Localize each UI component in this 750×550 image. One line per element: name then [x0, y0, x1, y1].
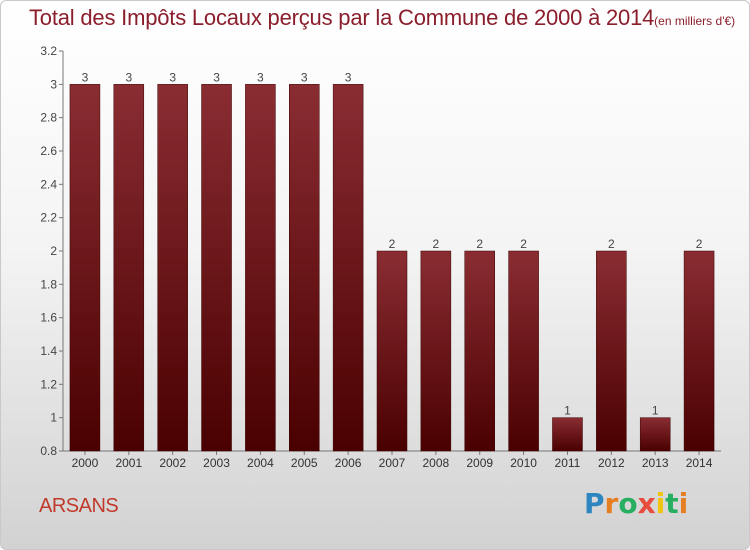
y-tick-label: 2.8 [40, 111, 57, 125]
x-tick-label: 2006 [335, 456, 362, 470]
y-tick-label: 2.2 [40, 211, 57, 225]
logo-letter: r [604, 487, 619, 520]
bar [113, 84, 145, 452]
data-label: 2 [696, 237, 703, 251]
x-tick-label: 2014 [686, 456, 713, 470]
bar [157, 84, 188, 452]
chart-bars: 3 3 3 3 3 3 3 2 2 2 2 1 2 1 2 [69, 70, 715, 452]
data-label: 2 [476, 237, 483, 251]
bar [245, 84, 276, 452]
proxiti-logo: Proxiti [584, 487, 688, 520]
bar [596, 250, 627, 452]
y-tick-label: 1.4 [40, 344, 57, 358]
bar [552, 417, 583, 452]
bar [201, 84, 232, 452]
logo-letter: o [618, 487, 638, 520]
logo-letter: i [678, 487, 689, 520]
x-tick-label: 2007 [379, 456, 406, 470]
x-tick-label: 2003 [203, 456, 230, 470]
data-label: 2 [520, 237, 527, 251]
data-label: 3 [82, 70, 89, 84]
bar [464, 250, 495, 452]
data-label: 3 [345, 70, 352, 84]
bar [69, 84, 101, 452]
data-label: 2 [433, 237, 440, 251]
data-label: 1 [564, 404, 571, 418]
bar [332, 84, 364, 452]
bar [683, 250, 715, 452]
data-label: 2 [608, 237, 615, 251]
data-label: 3 [169, 70, 176, 84]
chart-unit-label: (en milliers d'€) [654, 14, 736, 28]
x-tick-label: 2009 [466, 456, 493, 470]
x-tick-label: 2013 [642, 456, 669, 470]
y-tick-label: 0.8 [40, 444, 57, 458]
y-tick-label: 1.8 [40, 277, 57, 291]
y-tick-label: 3.2 [40, 44, 57, 58]
bar [420, 250, 452, 452]
logo-letter: P [584, 487, 605, 520]
chart-title-block: Total des Impôts Locaux perçus par la Co… [29, 5, 735, 31]
x-tick-label: 2011 [555, 456, 581, 470]
data-label: 3 [125, 70, 132, 84]
x-tick-label: 2008 [423, 456, 450, 470]
y-tick-label: 1 [50, 411, 57, 425]
data-label: 1 [652, 404, 659, 418]
y-tick-label: 1.2 [40, 377, 57, 391]
x-tick-label: 2005 [291, 456, 318, 470]
x-tick-label: 2002 [159, 456, 186, 470]
bar [639, 417, 671, 452]
x-tick-label: 2004 [247, 456, 274, 470]
data-label: 3 [257, 70, 264, 84]
bar [508, 250, 539, 452]
bar [289, 84, 320, 452]
chart-axes: 0.8 1 1.2 1.4 1.6 1.8 2 2.2 2.4 2.6 2.8 3 3.2 2000 200… [40, 44, 721, 470]
chart-title: Total des Impôts Locaux perçus par la Co… [29, 5, 655, 30]
x-tick-label: 2001 [115, 456, 142, 470]
x-tick-label: 2000 [72, 456, 99, 470]
logo-letter: x [637, 487, 656, 520]
data-label: 2 [389, 237, 396, 251]
y-tick-label: 2.6 [40, 144, 57, 158]
bar [376, 250, 408, 452]
x-tick-label: 2010 [510, 456, 537, 470]
logo-letter: t [665, 487, 679, 520]
y-tick-label: 2.4 [40, 177, 57, 191]
y-tick-label: 2 [50, 244, 57, 258]
y-tick-label: 3 [50, 77, 57, 91]
data-label: 3 [213, 70, 220, 84]
commune-name: ARSANS [39, 495, 119, 517]
y-tick-label: 1.6 [40, 311, 57, 325]
logo-letter: i [655, 487, 666, 520]
data-label: 3 [301, 70, 308, 84]
x-tick-label: 2012 [598, 456, 625, 470]
